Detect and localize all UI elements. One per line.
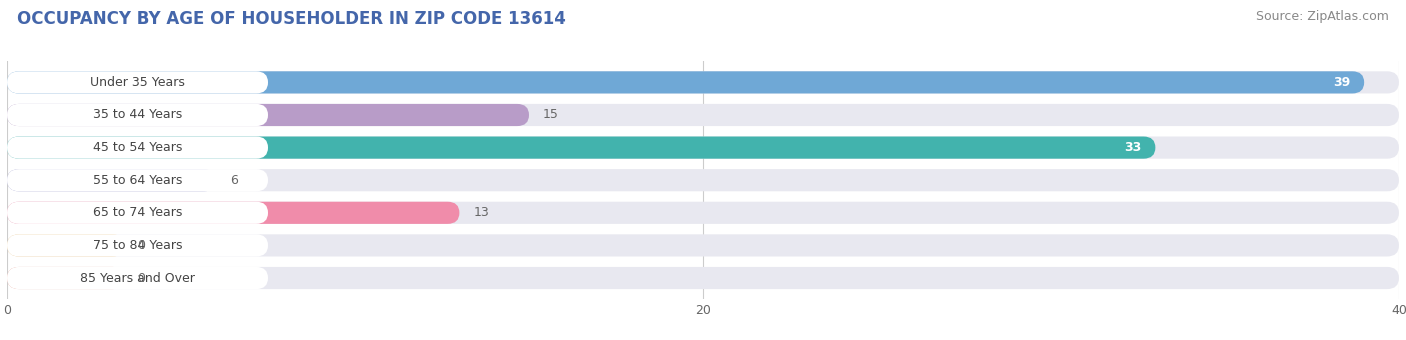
FancyBboxPatch shape [7,202,460,224]
FancyBboxPatch shape [7,169,1399,191]
Text: 55 to 64 Years: 55 to 64 Years [93,174,183,187]
FancyBboxPatch shape [7,234,269,256]
Text: Source: ZipAtlas.com: Source: ZipAtlas.com [1256,10,1389,23]
Text: 33: 33 [1125,141,1142,154]
Text: 65 to 74 Years: 65 to 74 Years [93,206,183,219]
Text: 45 to 54 Years: 45 to 54 Years [93,141,183,154]
FancyBboxPatch shape [7,169,217,191]
Text: 0: 0 [138,272,146,285]
Text: OCCUPANCY BY AGE OF HOUSEHOLDER IN ZIP CODE 13614: OCCUPANCY BY AGE OF HOUSEHOLDER IN ZIP C… [17,10,565,28]
Text: 85 Years and Over: 85 Years and Over [80,272,195,285]
FancyBboxPatch shape [7,137,1399,159]
FancyBboxPatch shape [7,202,1399,224]
FancyBboxPatch shape [7,202,269,224]
FancyBboxPatch shape [7,104,269,126]
FancyBboxPatch shape [7,267,269,289]
FancyBboxPatch shape [7,137,1156,159]
FancyBboxPatch shape [7,267,1399,289]
Text: 6: 6 [229,174,238,187]
Text: 35 to 44 Years: 35 to 44 Years [93,108,183,121]
FancyBboxPatch shape [7,234,125,256]
Text: 75 to 84 Years: 75 to 84 Years [93,239,183,252]
FancyBboxPatch shape [7,71,269,94]
Text: Under 35 Years: Under 35 Years [90,76,186,89]
FancyBboxPatch shape [7,104,1399,126]
FancyBboxPatch shape [7,169,269,191]
Text: 0: 0 [138,239,146,252]
FancyBboxPatch shape [7,267,125,289]
FancyBboxPatch shape [7,137,269,159]
Text: 15: 15 [543,108,558,121]
Text: 13: 13 [474,206,489,219]
FancyBboxPatch shape [7,234,1399,256]
Text: 39: 39 [1333,76,1350,89]
FancyBboxPatch shape [7,71,1399,94]
FancyBboxPatch shape [7,71,1364,94]
FancyBboxPatch shape [7,104,529,126]
